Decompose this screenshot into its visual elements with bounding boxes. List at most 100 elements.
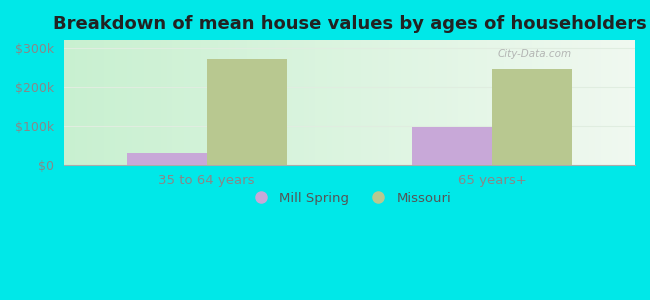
Bar [92,40,98,165]
Bar [218,40,224,165]
Bar [361,40,367,165]
Text: City-Data.com: City-Data.com [498,49,572,59]
Bar [486,40,492,165]
Bar [510,40,515,165]
Bar [395,40,401,165]
Bar [115,40,121,165]
Bar [86,40,92,165]
Bar [526,40,532,165]
Legend: Mill Spring, Missouri: Mill Spring, Missouri [242,187,457,210]
Bar [475,40,481,165]
Bar [601,40,606,165]
Bar [166,40,172,165]
Bar [498,40,504,165]
Bar [492,68,572,165]
Bar [207,59,287,165]
Bar [287,40,292,165]
Bar [623,40,629,165]
Bar [618,40,623,165]
Bar [110,40,115,165]
Bar [98,40,104,165]
Bar [190,40,195,165]
Bar [292,40,298,165]
Bar [543,40,549,165]
Bar [332,40,338,165]
Bar [406,40,412,165]
Bar [561,40,566,165]
Bar [161,40,166,165]
Bar [144,40,150,165]
Bar [441,40,447,165]
Bar [584,40,590,165]
Bar [178,40,184,165]
Bar [418,40,424,165]
Bar [504,40,510,165]
Bar [532,40,538,165]
Bar [270,40,275,165]
Bar [463,40,469,165]
Bar [378,40,383,165]
Bar [458,40,463,165]
Bar [612,40,618,165]
Bar [572,40,578,165]
Bar [401,40,406,165]
Bar [309,40,315,165]
Bar [172,40,178,165]
Bar [241,40,246,165]
Bar [127,153,207,165]
Bar [207,40,213,165]
Bar [235,40,241,165]
Bar [229,40,235,165]
Bar [133,40,138,165]
Bar [127,40,133,165]
Bar [492,40,498,165]
Bar [326,40,332,165]
Bar [224,40,229,165]
Bar [246,40,252,165]
Bar [155,40,161,165]
Bar [184,40,190,165]
Bar [315,40,321,165]
Bar [566,40,572,165]
Bar [606,40,612,165]
Bar [338,40,344,165]
Bar [321,40,326,165]
Bar [372,40,378,165]
Bar [70,40,75,165]
Bar [201,40,207,165]
Bar [521,40,526,165]
Bar [304,40,309,165]
Bar [355,40,361,165]
Bar [452,40,458,165]
Bar [412,40,418,165]
Bar [275,40,281,165]
Bar [258,40,264,165]
Bar [150,40,155,165]
Bar [549,40,555,165]
Bar [138,40,144,165]
Bar [595,40,601,165]
Bar [590,40,595,165]
Bar [367,40,372,165]
Bar [435,40,441,165]
Title: Breakdown of mean house values by ages of householders: Breakdown of mean house values by ages o… [53,15,646,33]
Bar [298,40,304,165]
Bar [515,40,521,165]
Bar [384,40,389,165]
Bar [121,40,127,165]
Bar [481,40,486,165]
Bar [344,40,350,165]
Bar [281,40,287,165]
Bar [629,40,635,165]
Bar [578,40,584,165]
Bar [469,40,475,165]
Bar [104,40,110,165]
Bar [447,40,452,165]
Bar [424,40,430,165]
Bar [389,40,395,165]
Bar [264,40,270,165]
Bar [555,40,561,165]
Bar [430,40,435,165]
Bar [64,40,70,165]
Bar [538,40,543,165]
